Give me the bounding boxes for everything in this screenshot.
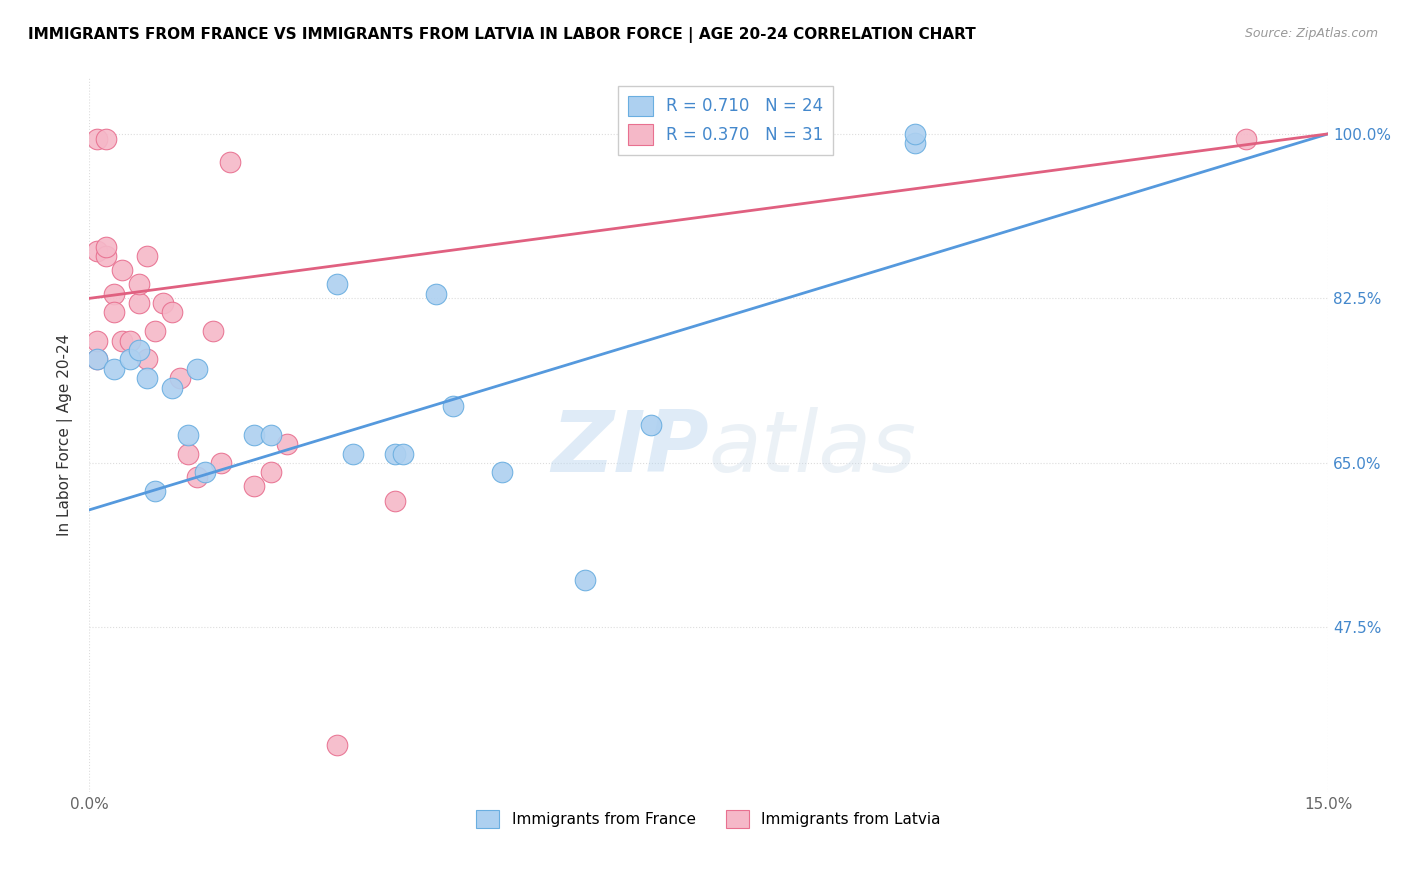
Point [425, 286, 447, 301]
Point [143, 324, 166, 338]
Point [94, 131, 117, 145]
Point [86, 131, 108, 145]
Point [177, 427, 200, 442]
Point [326, 277, 349, 292]
Point [186, 470, 208, 484]
Point [1234, 131, 1257, 145]
Point [260, 427, 283, 442]
Point [143, 484, 166, 499]
Point [342, 446, 364, 460]
Point [640, 418, 662, 433]
Point [94, 240, 117, 254]
Text: ZIP: ZIP [551, 408, 709, 491]
Point [86, 244, 108, 259]
Legend: Immigrants from France, Immigrants from Latvia: Immigrants from France, Immigrants from … [471, 804, 946, 834]
Point [260, 465, 283, 479]
Text: Source: ZipAtlas.com: Source: ZipAtlas.com [1244, 27, 1378, 40]
Point [169, 371, 191, 385]
Point [136, 249, 159, 263]
Point [648, 127, 671, 141]
Point [86, 334, 108, 348]
Point [120, 352, 142, 367]
Point [128, 343, 150, 357]
Point [202, 324, 225, 338]
Point [392, 446, 415, 460]
Point [86, 352, 108, 367]
Point [574, 574, 596, 588]
Point [120, 334, 142, 348]
Point [177, 446, 200, 460]
Point [218, 155, 240, 169]
Point [128, 277, 150, 292]
Point [243, 479, 266, 493]
Point [186, 362, 208, 376]
Point [384, 446, 406, 460]
Point [160, 305, 183, 319]
Point [111, 263, 134, 277]
Point [243, 427, 266, 442]
Point [94, 249, 117, 263]
Point [152, 296, 174, 310]
Point [209, 456, 232, 470]
Point [128, 296, 150, 310]
Point [326, 738, 349, 752]
Point [111, 334, 134, 348]
Point [103, 362, 125, 376]
Point [136, 352, 159, 367]
Point [160, 381, 183, 395]
Point [103, 305, 125, 319]
Point [441, 400, 464, 414]
Point [194, 465, 217, 479]
Point [136, 371, 159, 385]
Text: atlas: atlas [709, 408, 917, 491]
Point [904, 127, 927, 141]
Y-axis label: In Labor Force | Age 20-24: In Labor Force | Age 20-24 [58, 334, 73, 536]
Point [86, 352, 108, 367]
Text: IMMIGRANTS FROM FRANCE VS IMMIGRANTS FROM LATVIA IN LABOR FORCE | AGE 20-24 CORR: IMMIGRANTS FROM FRANCE VS IMMIGRANTS FRO… [28, 27, 976, 43]
Point [384, 493, 406, 508]
Point [904, 136, 927, 151]
Point [491, 465, 513, 479]
Point [276, 437, 298, 451]
Point [103, 286, 125, 301]
